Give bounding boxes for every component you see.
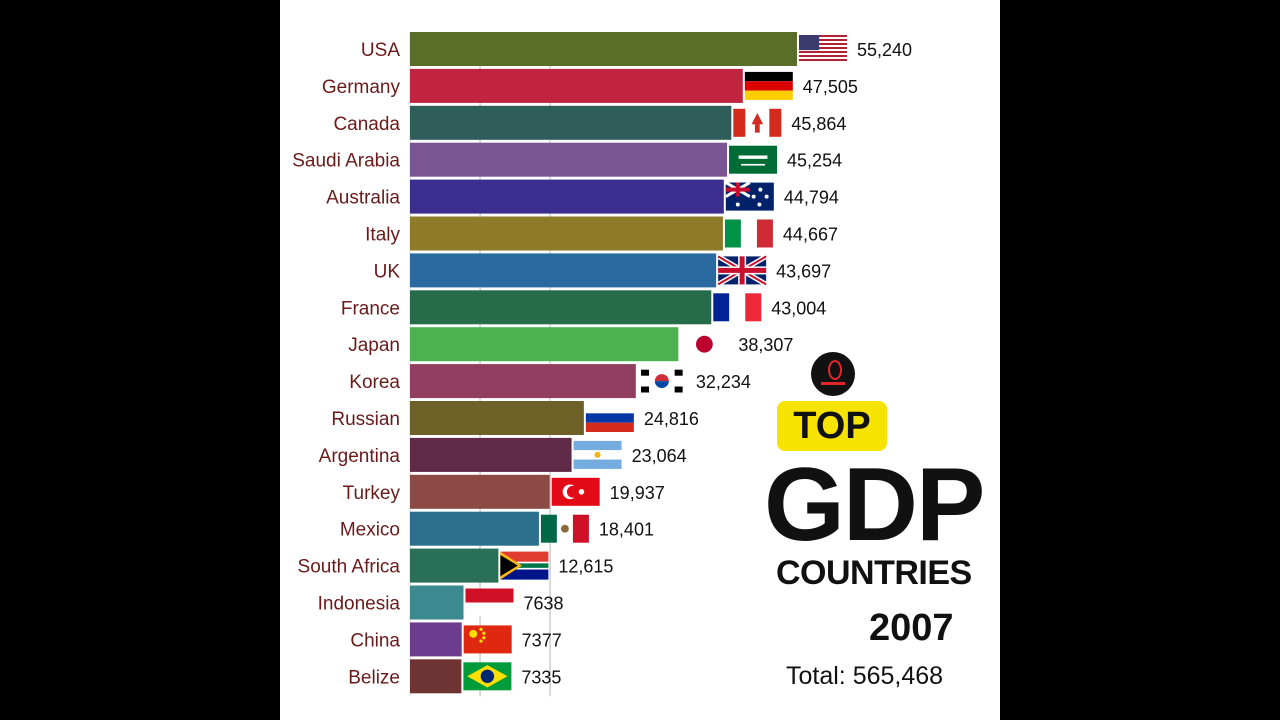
chart-panel: USA 55,240 Germany 47,505 Canada 45,864 Saudi … — [280, 0, 1000, 720]
bar-japan — [410, 327, 679, 362]
value-label: 45,864 — [791, 114, 846, 134]
france-flag — [713, 293, 762, 322]
bar-russian — [410, 401, 584, 435]
category-label: Japan — [348, 335, 400, 356]
bar-mexico — [410, 511, 539, 546]
value-label: 38,307 — [738, 335, 793, 355]
value-label: 43,004 — [771, 298, 826, 318]
value-label: 19,937 — [610, 483, 665, 503]
bar-italy — [410, 216, 723, 251]
bar-canada — [410, 105, 732, 140]
category-label: Saudi Arabia — [292, 151, 400, 172]
bar-france — [410, 290, 712, 325]
value-label: 43,697 — [776, 261, 831, 281]
category-label: Belize — [348, 667, 400, 688]
indonesia-flag — [465, 588, 514, 617]
bar-belize — [410, 659, 462, 694]
category-label: Turkey — [343, 483, 401, 504]
gdp-title: GDP — [764, 447, 985, 563]
value-label: 55,240 — [857, 40, 912, 60]
category-label: South Africa — [298, 557, 401, 578]
category-label: Indonesia — [318, 594, 401, 615]
bar-south-africa — [410, 548, 499, 583]
bar-saudi-arabia — [410, 142, 728, 177]
value-label: 44,667 — [783, 225, 838, 245]
germany-flag — [744, 71, 793, 100]
bar-argentina — [410, 437, 572, 472]
korea-flag — [637, 367, 686, 396]
italy-flag — [724, 219, 773, 248]
bar-uk — [410, 253, 717, 288]
value-label: 45,254 — [787, 151, 842, 171]
uk-flag — [716, 254, 768, 287]
category-label: Argentina — [319, 446, 401, 467]
mexico-flag — [540, 514, 589, 543]
top-badge: TOP — [777, 401, 887, 451]
channel-logo-icon — [811, 352, 855, 396]
category-label: Russian — [331, 409, 400, 430]
saudi-arabia-flag — [729, 145, 778, 174]
value-label: 44,794 — [784, 188, 839, 208]
value-label: 7377 — [522, 630, 562, 650]
category-label: Korea — [349, 372, 400, 393]
value-label: 7335 — [521, 667, 561, 687]
bar-china — [410, 622, 462, 657]
value-label: 23,064 — [632, 446, 687, 466]
category-label: France — [341, 298, 400, 319]
turkey-flag — [551, 477, 600, 506]
brazil-flag — [463, 662, 512, 691]
category-label: Mexico — [340, 520, 400, 541]
bar-korea — [410, 364, 636, 399]
china-flag — [463, 625, 512, 654]
bar-germany — [410, 68, 743, 103]
russia-flag — [585, 404, 634, 432]
category-label: Italy — [365, 225, 400, 246]
countries-subtitle: COUNTRIES — [776, 554, 972, 592]
argentina-flag — [573, 440, 622, 469]
bar-turkey — [410, 474, 550, 509]
value-label: 47,505 — [803, 77, 858, 97]
canada-flag — [733, 108, 782, 137]
japan-flag — [680, 330, 729, 359]
total-label: Total: 565,468 — [786, 662, 944, 690]
category-label: Canada — [333, 114, 400, 135]
bar-usa — [410, 32, 797, 66]
category-label: Germany — [322, 77, 401, 98]
value-label: 24,816 — [644, 409, 699, 429]
category-label: UK — [374, 261, 401, 282]
value-label: 32,234 — [696, 372, 751, 392]
bar-indonesia — [410, 585, 464, 620]
category-label: China — [350, 630, 400, 651]
category-label: Australia — [326, 188, 400, 209]
value-label: 18,401 — [599, 520, 654, 540]
category-label: USA — [361, 40, 400, 61]
value-label: 12,615 — [558, 557, 613, 577]
usa-flag — [799, 35, 847, 63]
south-africa-flag — [500, 551, 549, 580]
year-label: 2007 — [869, 607, 954, 649]
value-label: 7638 — [524, 594, 564, 614]
australia-flag — [725, 181, 774, 211]
bar-australia — [410, 179, 724, 214]
bar-chart: USA 55,240 Germany 47,505 Canada 45,864 Saudi … — [292, 32, 912, 697]
